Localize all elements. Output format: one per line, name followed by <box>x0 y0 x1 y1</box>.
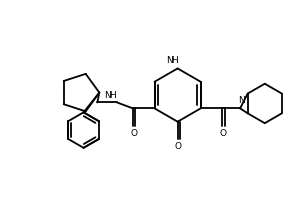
Text: N: N <box>104 91 111 100</box>
Text: O: O <box>220 129 227 138</box>
Text: N: N <box>166 56 173 65</box>
Text: H: H <box>171 56 178 65</box>
Text: N: N <box>238 96 244 105</box>
Text: O: O <box>130 129 137 138</box>
Text: H: H <box>109 91 116 100</box>
Text: O: O <box>174 142 181 151</box>
